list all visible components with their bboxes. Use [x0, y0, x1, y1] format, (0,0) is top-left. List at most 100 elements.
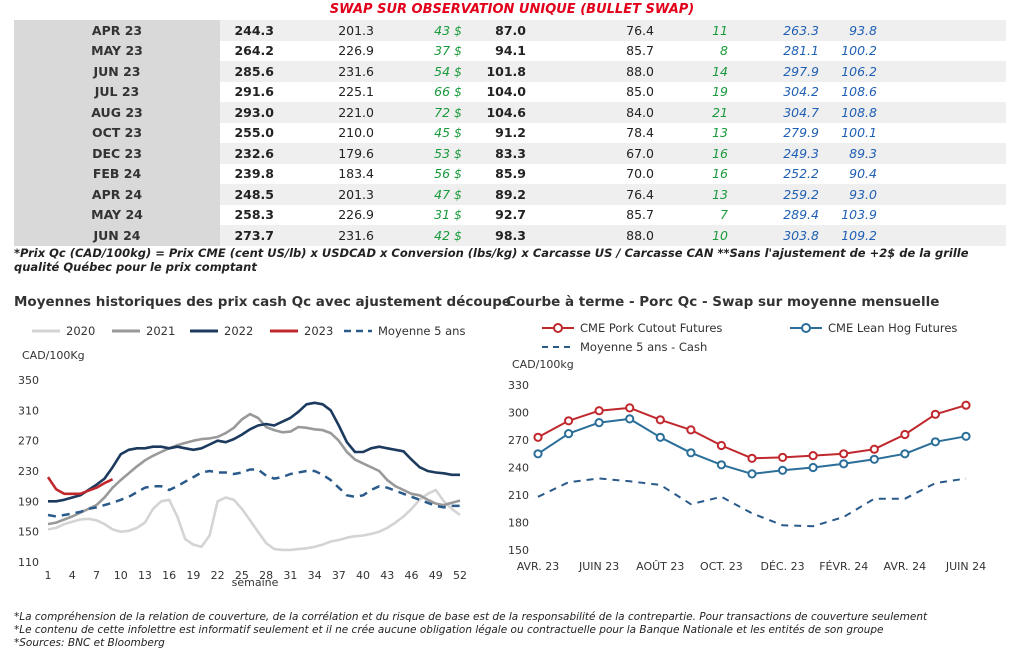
table-cell-v8: 100.1	[819, 122, 877, 143]
table-row: APR 24 248.5 201.3 47 $89.2 76.4 13 259.2 93.0	[14, 184, 1006, 205]
table-cell-month: APR 23	[14, 20, 220, 41]
table-cell-v7: 303.8	[728, 225, 819, 246]
x-tick-label: 25	[235, 569, 249, 582]
data-point	[564, 416, 574, 426]
table-cell-pad	[877, 184, 1006, 205]
table-cell-v6: 19	[654, 81, 728, 102]
x-tick-label: DÉC. 23	[761, 560, 805, 573]
table-cell-v8: 103.9	[819, 204, 877, 225]
page-title: SWAP SUR OBSERVATION UNIQUE (BULLET SWAP…	[329, 2, 695, 17]
table-row: AUG 23 293.0 221.0 72 $104.6 84.0 21 304.7 108.…	[14, 102, 1006, 123]
table-cell-pad	[877, 122, 1006, 143]
y-tick-label: 330	[508, 379, 529, 392]
table-cell-v1: 255.0	[220, 122, 274, 143]
y-tick-label: 270	[508, 434, 529, 447]
table-cell-v4: 104.0	[462, 81, 526, 102]
legend-label: 2020	[66, 324, 95, 338]
chart-historical-averages: 2020 2021 2022 2023 Moyenne 5 ansCAD/100Kg11…	[18, 324, 467, 589]
y-axis-label: CAD/100kg	[512, 358, 574, 371]
data-point	[869, 454, 879, 464]
footer-line-1: *La compréhension de la relation de couv…	[14, 611, 928, 623]
x-tick-label: 46	[405, 569, 419, 582]
table-cell-v3: 53 $	[374, 143, 462, 164]
y-axis-label: CAD/100Kg	[22, 349, 85, 362]
data-point	[747, 469, 757, 479]
table-cell-v2: 201.3	[274, 20, 374, 41]
table-cell-v8: 109.2	[819, 225, 877, 246]
table-cell-v2: 221.0	[274, 102, 374, 123]
table-cell-v4: 101.8	[462, 61, 526, 82]
table-cell-v1: 291.6	[220, 81, 274, 102]
data-point	[686, 448, 696, 458]
table-cell-month: MAY 24	[14, 204, 220, 225]
table-cell-v3: 37 $	[374, 40, 462, 61]
table-cell-v3: 47 $	[374, 184, 462, 205]
data-point	[533, 432, 543, 442]
footer-line-3: *Sources: BNC et Bloomberg	[14, 637, 165, 649]
table-cell-v3: 56 $	[374, 163, 462, 184]
y-tick-label: 300	[508, 407, 529, 420]
data-point	[808, 451, 818, 461]
data-point	[594, 406, 604, 416]
x-tick-label: 10	[114, 569, 128, 582]
table-cell-v2: 179.6	[274, 143, 374, 164]
table-cell-month: JUN 24	[14, 225, 220, 246]
x-tick-label: JUIN 24	[945, 560, 986, 573]
table-cell-v6: 13	[654, 122, 728, 143]
table-cell-v1: 285.6	[220, 61, 274, 82]
footer-line-2: *Le contenu de cette infolettre est info…	[14, 624, 884, 636]
table-cell-v6: 8	[654, 40, 728, 61]
x-tick-label: 1	[45, 569, 52, 582]
table-cell-v1: 273.7	[220, 225, 274, 246]
table-row: JUL 23 291.6 225.1 66 $104.0 85.0 19 304.2 108.…	[14, 81, 1006, 102]
legend-label: 2021	[146, 324, 175, 338]
table-cell-v7: 281.1	[728, 40, 819, 61]
legend-label: CME Pork Cutout Futures	[580, 321, 722, 335]
table-cell-v2: 231.6	[274, 61, 374, 82]
x-tick-label: JUIN 23	[578, 560, 619, 573]
legend-label: 2022	[224, 324, 253, 338]
x-tick-label: 28	[259, 569, 273, 582]
legend-label: Moyenne 5 ans	[378, 324, 465, 338]
table-cell-v5: 85.7	[526, 40, 654, 61]
table-cell-v4: 85.9	[462, 163, 526, 184]
data-point	[716, 460, 726, 470]
y-tick-label: 350	[18, 374, 39, 387]
table-cell-v3: 42 $	[374, 225, 462, 246]
table-cell-v8: 90.4	[819, 163, 877, 184]
y-tick-label: 210	[508, 489, 529, 502]
table-cell-v7: 304.2	[728, 81, 819, 102]
table-cell-v6: 16	[654, 163, 728, 184]
table-cell-v5: 67.0	[526, 143, 654, 164]
table-cell-v4: 94.1	[462, 40, 526, 61]
series-line-2	[537, 477, 967, 528]
table-cell-v4: 87.0	[462, 20, 526, 41]
data-point	[778, 452, 788, 462]
y-tick-label: 310	[18, 404, 39, 417]
series-line-1	[537, 417, 967, 475]
chart1-title: Moyennes historiques des prix cash Qc av…	[14, 294, 512, 310]
table-cell-v5: 85.0	[526, 81, 654, 102]
legend-label: CME Lean Hog Futures	[828, 321, 957, 335]
table-cell-pad	[877, 61, 1006, 82]
table-cell-v5: 88.0	[526, 225, 654, 246]
table-cell-v1: 244.3	[220, 20, 274, 41]
series-line-2021	[47, 412, 461, 526]
table-cell-v1: 293.0	[220, 102, 274, 123]
table-cell-v8: 106.2	[819, 61, 877, 82]
table-cell-v6: 11	[654, 20, 728, 41]
data-point	[533, 449, 543, 459]
table-cell-v1: 239.8	[220, 163, 274, 184]
table-cell-v1: 248.5	[220, 184, 274, 205]
table-row: MAY 24 258.3 226.9 31 $92.7 85.7 7 289.4 103.9	[14, 204, 1006, 225]
x-tick-label: 4	[69, 569, 76, 582]
table-cell-v4: 83.3	[462, 143, 526, 164]
data-point	[869, 444, 879, 454]
table-cell-month: FEB 24	[14, 163, 220, 184]
table-cell-v7: 249.3	[728, 143, 819, 164]
table-cell-v1: 264.2	[220, 40, 274, 61]
data-point	[686, 425, 696, 435]
table-cell-month: MAY 23	[14, 40, 220, 61]
table-cell-v4: 89.2	[462, 184, 526, 205]
data-point	[716, 440, 726, 451]
